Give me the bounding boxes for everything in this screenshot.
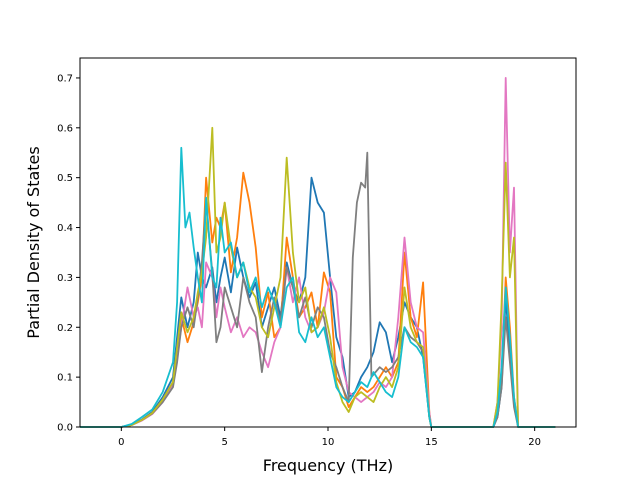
x-tick-label: 0 <box>118 437 124 448</box>
axis-ticks: 0 5 10 15 20 0.0 0.1 0.2 0.3 0.4 0.5 0.6 0.7 <box>57 73 541 448</box>
series-line-4 <box>80 151 556 428</box>
series-line-5 <box>80 126 556 428</box>
series-lines <box>80 77 556 428</box>
series-line-3 <box>80 77 556 428</box>
y-tick-label: 0.6 <box>57 123 73 134</box>
y-tick-label: 0.7 <box>57 73 73 84</box>
y-axis-label: Partial Density of States <box>24 146 43 338</box>
x-tick-label: 5 <box>221 437 227 448</box>
y-tick-label: 0.3 <box>57 273 73 284</box>
y-tick-label: 0.4 <box>57 223 73 234</box>
x-axis-label: Frequency (THz) <box>263 456 393 475</box>
y-tick-label: 0.2 <box>57 323 73 334</box>
series-line-1 <box>80 176 556 428</box>
y-tick-label: 0.0 <box>57 423 73 434</box>
x-tick-label: 10 <box>322 437 335 448</box>
series-line-2 <box>80 171 556 428</box>
x-tick-label: 15 <box>425 437 438 448</box>
x-tick-label: 20 <box>528 437 541 448</box>
y-tick-label: 0.1 <box>57 373 73 384</box>
y-tick-label: 0.5 <box>57 173 73 184</box>
series-line-6 <box>80 146 556 428</box>
